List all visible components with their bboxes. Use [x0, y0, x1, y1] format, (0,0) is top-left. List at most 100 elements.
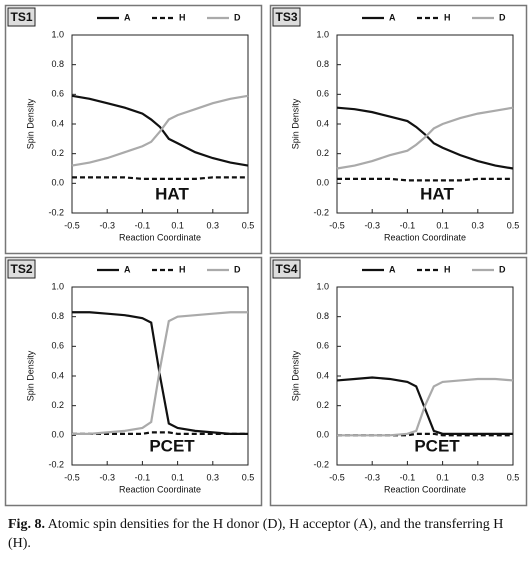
x-tick-label: -0.1: [135, 220, 151, 230]
panel-label: TS1: [10, 10, 32, 24]
series-line: [71, 94, 249, 167]
y-tick-label: 0.6: [51, 341, 64, 351]
y-tick-label: 0.4: [316, 118, 329, 128]
panel-border: [269, 4, 528, 255]
y-tick-label: 0.6: [316, 341, 329, 351]
x-tick-label: 0.5: [242, 472, 255, 482]
y-tick-label: 1.0: [51, 29, 64, 39]
x-tick-label: 0.1: [436, 472, 449, 482]
y-tick-label: 0.2: [51, 400, 64, 410]
x-axis-label: Reaction Coordinate: [384, 232, 466, 242]
x-tick-label: -0.5: [329, 472, 345, 482]
x-tick-label: 0.1: [171, 472, 184, 482]
x-tick-label: -0.3: [99, 472, 115, 482]
panel-label: TS3: [275, 10, 297, 24]
y-tick-label: -0.2: [313, 207, 329, 217]
legend-label: A: [124, 264, 131, 274]
annotation: HAT: [155, 184, 189, 203]
y-tick-label: 0.8: [51, 59, 64, 69]
x-tick-label: 0.5: [242, 220, 255, 230]
legend-label: A: [389, 12, 396, 22]
x-tick-label: -0.1: [135, 472, 151, 482]
legend-label: D: [234, 12, 241, 22]
legend-label: A: [124, 12, 131, 22]
series-line: [336, 106, 514, 170]
series-line: [337, 177, 513, 182]
x-axis-label: Reaction Coordinate: [119, 484, 201, 494]
x-tick-label: 0.3: [472, 472, 485, 482]
panel-border: [4, 4, 263, 255]
x-tick-label: -0.3: [99, 220, 115, 230]
y-tick-label: 0.8: [316, 311, 329, 321]
annotation: HAT: [420, 184, 454, 203]
series-line: [72, 311, 248, 435]
panel-label-box: [7, 259, 36, 279]
caption-text: Atomic spin densities for the H donor (D…: [8, 517, 504, 551]
panel: TS2 -0.2 0.0 0.2 0.4 0.6 0.8 1.0 -0.5 -0.3 -0.1 0.1…: [4, 256, 263, 507]
annotation: PCET: [149, 436, 195, 455]
y-tick-label: 0.4: [51, 370, 64, 380]
y-tick-label: 0.0: [316, 430, 329, 440]
legend-label: D: [499, 12, 506, 22]
legend-label: D: [234, 264, 241, 274]
panel-label: TS4: [275, 262, 297, 276]
y-tick-label: 1.0: [316, 29, 329, 39]
series-line: [72, 176, 248, 180]
y-axis-label: Spin Density: [25, 98, 35, 149]
caption-label: Fig. 8.: [8, 517, 45, 532]
x-tick-label: -0.5: [329, 220, 345, 230]
panel: TS3 -0.2 0.0 0.2 0.4 0.6 0.8 1.0 -0.5 -0.3 -0.1 0.1…: [269, 4, 528, 255]
y-tick-label: 0.0: [51, 178, 64, 188]
legend-label: H: [444, 264, 451, 274]
y-tick-label: 1.0: [51, 281, 64, 291]
x-tick-label: -0.5: [64, 220, 80, 230]
x-tick-label: -0.5: [64, 472, 80, 482]
panel-label-box: [7, 7, 36, 27]
y-tick-label: -0.2: [48, 459, 64, 469]
x-tick-label: 0.3: [472, 220, 485, 230]
x-tick-label: -0.3: [364, 472, 380, 482]
legend-label: H: [444, 12, 451, 22]
panel: TS1 -0.2 0.0 0.2 0.4 0.6 0.8 1.0 -0.5 -0.3 -0.1 0.1…: [4, 4, 263, 255]
panel-label-box: [272, 7, 301, 27]
panel-label: TS2: [10, 262, 32, 276]
caption: Fig. 8. Atomic spin densities for the H …: [8, 515, 523, 553]
series-line: [72, 431, 248, 435]
x-axis-label: Reaction Coordinate: [119, 232, 201, 242]
y-axis-label: Spin Density: [25, 350, 35, 401]
panel-border: [4, 256, 263, 507]
series-line: [71, 94, 249, 167]
x-tick-label: 0.5: [507, 220, 520, 230]
y-tick-label: 0.8: [51, 311, 64, 321]
y-tick-label: 0.2: [316, 400, 329, 410]
legend-label: H: [179, 12, 186, 22]
y-tick-label: 0.2: [51, 148, 64, 158]
panel-label-box: [272, 259, 301, 279]
legend-label: H: [179, 264, 186, 274]
x-tick-label: 0.1: [171, 220, 184, 230]
y-tick-label: -0.2: [313, 459, 329, 469]
x-axis-label: Reaction Coordinate: [384, 484, 466, 494]
figure: TS1 -0.2 0.0 0.2 0.4 0.6 0.8 1.0 -0.5 -0.3 -0.1 0.1…: [4, 4, 528, 507]
y-tick-label: 0.4: [51, 118, 64, 128]
y-tick-label: -0.2: [48, 207, 64, 217]
series-line: [72, 311, 248, 435]
x-tick-label: -0.3: [364, 220, 380, 230]
y-axis-label: Spin Density: [290, 350, 300, 401]
annotation: PCET: [414, 436, 460, 455]
y-tick-label: 0.6: [316, 89, 329, 99]
y-tick-label: 0.8: [316, 59, 329, 69]
y-tick-label: 0.0: [51, 430, 64, 440]
y-tick-label: 0.4: [316, 370, 329, 380]
panel: TS4 -0.2 0.0 0.2 0.4 0.6 0.8 1.0 -0.5 -0.3 -0.1 0.1…: [269, 256, 528, 507]
series-line: [337, 377, 514, 437]
x-tick-label: 0.3: [207, 220, 220, 230]
x-tick-label: 0.5: [507, 472, 520, 482]
y-tick-label: 0.0: [316, 178, 329, 188]
x-tick-label: 0.3: [207, 472, 220, 482]
y-axis-label: Spin Density: [290, 98, 300, 149]
series-line: [336, 106, 514, 170]
y-tick-label: 1.0: [316, 281, 329, 291]
y-tick-label: 0.6: [51, 89, 64, 99]
